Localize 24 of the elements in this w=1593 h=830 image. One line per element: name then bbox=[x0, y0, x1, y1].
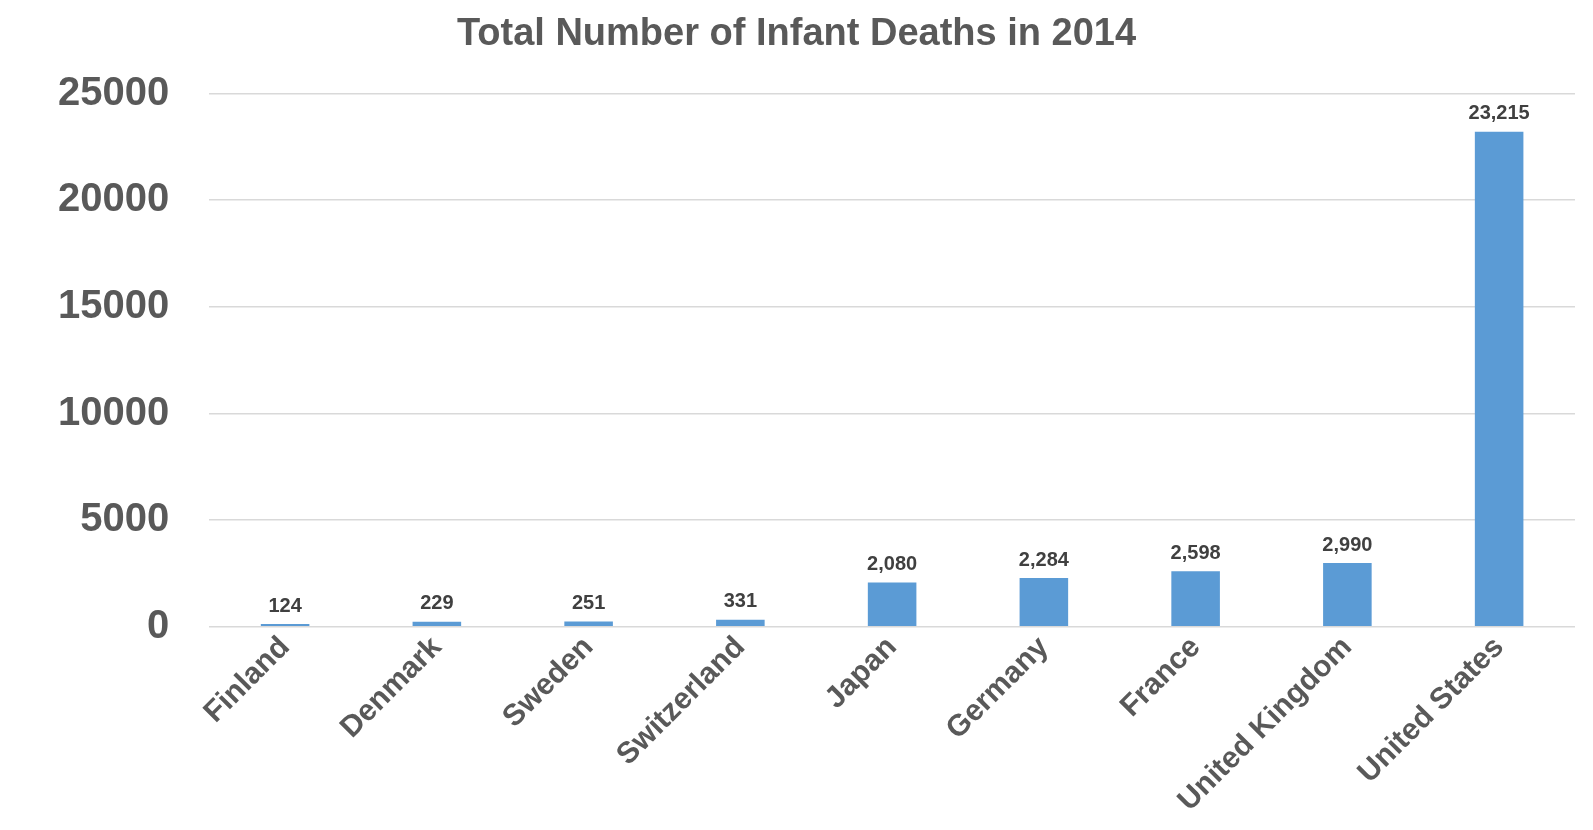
bar bbox=[1019, 578, 1069, 626]
y-tick-label: 15000 bbox=[58, 281, 170, 326]
data-label: 2,990 bbox=[1322, 532, 1373, 555]
data-label: 331 bbox=[723, 589, 758, 612]
bar bbox=[867, 582, 917, 626]
y-tick-label: 25000 bbox=[58, 68, 170, 113]
y-tick-label: 0 bbox=[146, 601, 170, 646]
data-label: 2,080 bbox=[867, 551, 918, 574]
bar bbox=[1474, 131, 1524, 626]
y-tick-label: 5000 bbox=[80, 495, 170, 540]
bar bbox=[412, 621, 462, 626]
chart-title: Total Number of Infant Deaths in 2014 bbox=[456, 11, 1137, 54]
bar bbox=[1323, 562, 1372, 626]
y-tick-label: 10000 bbox=[58, 388, 170, 433]
data-label: 2,598 bbox=[1170, 540, 1221, 563]
bar bbox=[564, 621, 613, 626]
bar bbox=[1171, 571, 1220, 626]
data-label: 124 bbox=[268, 593, 303, 616]
y-tick-label: 20000 bbox=[58, 175, 170, 220]
data-label: 2,284 bbox=[1018, 547, 1070, 570]
bar bbox=[716, 619, 765, 626]
data-label: 251 bbox=[571, 590, 606, 613]
data-label: 229 bbox=[420, 591, 454, 614]
data-label: 23,215 bbox=[1468, 101, 1530, 124]
